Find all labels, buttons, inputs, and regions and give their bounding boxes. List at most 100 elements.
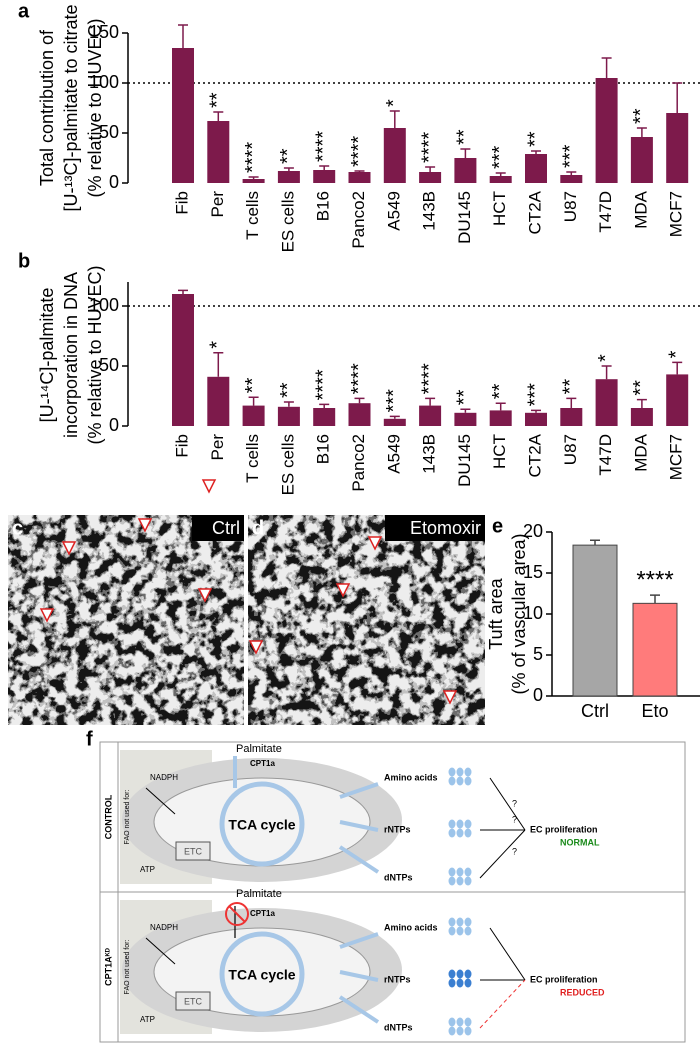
condition-label: CONTROL <box>103 794 113 839</box>
flux-arrow <box>339 820 379 832</box>
significance: ** <box>454 129 476 145</box>
metabolite <box>456 926 464 936</box>
error-bar <box>672 361 683 375</box>
bar <box>560 408 583 426</box>
flux-arrow <box>339 782 379 799</box>
significance: ** <box>454 389 476 405</box>
y-tick-label: 15 <box>523 562 543 582</box>
x-tick-label: HCT <box>490 191 509 226</box>
significance: * <box>207 341 229 349</box>
bar <box>419 405 442 426</box>
metabolite <box>456 767 464 777</box>
atp: ATP <box>140 1015 155 1024</box>
bar <box>632 602 678 697</box>
metabolite <box>448 917 456 927</box>
arrowhead <box>137 518 153 533</box>
metabolite <box>448 876 456 886</box>
significance: ** <box>560 379 582 395</box>
x-tick-label: B16 <box>314 191 333 221</box>
metabolite <box>456 917 464 927</box>
arrowhead <box>367 536 383 551</box>
label-box <box>192 515 244 541</box>
flux-arrow <box>338 845 380 874</box>
x-tick-label: Per <box>208 191 227 218</box>
x-tick-label: 143B <box>420 434 439 474</box>
outcome: EC proliferation <box>530 824 598 834</box>
x-tick-label: A549 <box>384 434 403 474</box>
metabolite <box>464 776 472 786</box>
bar <box>630 408 653 426</box>
metabolite <box>456 1017 464 1027</box>
x-tick-label: MDA <box>631 433 650 471</box>
bar <box>525 412 547 426</box>
bar <box>207 121 230 183</box>
error-bar <box>389 415 400 419</box>
y-axis-label: Total contribution of <box>37 29 57 186</box>
error-bar <box>566 171 577 175</box>
etc-box <box>175 841 211 861</box>
metabolite <box>448 969 456 979</box>
error-bar <box>248 396 259 406</box>
nadph: NADPH <box>150 923 178 932</box>
outcome: EC proliferation <box>530 974 598 984</box>
x-tick-label: Panco2 <box>349 191 368 249</box>
metabolite <box>464 876 472 886</box>
tca-ring <box>219 931 305 1017</box>
error-bar <box>636 398 647 408</box>
x-tick-label: 143B <box>420 191 439 231</box>
y-tick-label: 100 <box>89 72 119 92</box>
y-tick-label: 20 <box>523 521 543 541</box>
bar <box>489 410 512 426</box>
error-bar <box>319 165 330 170</box>
arrow <box>479 829 526 879</box>
x-tick-label: U87 <box>561 191 580 222</box>
significance: **** <box>312 369 334 400</box>
error-bar <box>178 24 188 48</box>
fao-note: FAO not used for: <box>124 940 131 995</box>
etc: ETC <box>184 996 203 1006</box>
error-bar <box>636 127 647 137</box>
metabolite <box>464 926 472 936</box>
metabolite <box>464 767 472 777</box>
bar <box>666 113 689 183</box>
x-tick-label: Panco2 <box>349 434 368 492</box>
product: Amino acids <box>384 922 438 932</box>
x-tick-label: MCF7 <box>667 191 686 237</box>
flux-arrow <box>339 932 379 949</box>
bar <box>560 175 583 183</box>
product: rNTPs <box>384 974 411 984</box>
metabolite <box>448 926 456 936</box>
error-bar <box>248 176 259 179</box>
y-axis-label: [U-¹⁴C]-palmitate <box>37 288 57 423</box>
question-mark: ? <box>512 798 517 808</box>
error-bar <box>650 594 660 604</box>
panel-label: c <box>12 517 23 539</box>
x-tick-label: T cells <box>243 191 262 240</box>
enzyme: CPT1a <box>250 909 275 918</box>
bar <box>313 170 336 183</box>
bar <box>313 408 336 426</box>
block-sign <box>225 902 250 926</box>
metabolite <box>456 876 464 886</box>
question-mark: ? <box>512 846 517 856</box>
significance: **** <box>348 363 370 394</box>
bar <box>525 154 547 183</box>
error-bar <box>531 150 541 154</box>
significance: *** <box>489 145 511 169</box>
error-bar <box>283 401 294 407</box>
arrowhead <box>335 583 351 598</box>
arrowhead <box>39 608 55 623</box>
x-tick-label: Ctrl <box>581 701 609 721</box>
micrograph-texture <box>248 515 485 725</box>
significance: ** <box>489 383 511 399</box>
metabolite <box>464 867 472 877</box>
metabolite <box>456 978 464 988</box>
enzyme: CPT1a <box>250 759 275 768</box>
label-box <box>385 515 485 541</box>
x-tick-label: Per <box>208 434 227 461</box>
error-bar <box>566 397 577 408</box>
nadph: NADPH <box>150 773 178 782</box>
metabolite <box>448 819 456 829</box>
significance: **** <box>242 142 264 173</box>
metabolite <box>456 819 464 829</box>
